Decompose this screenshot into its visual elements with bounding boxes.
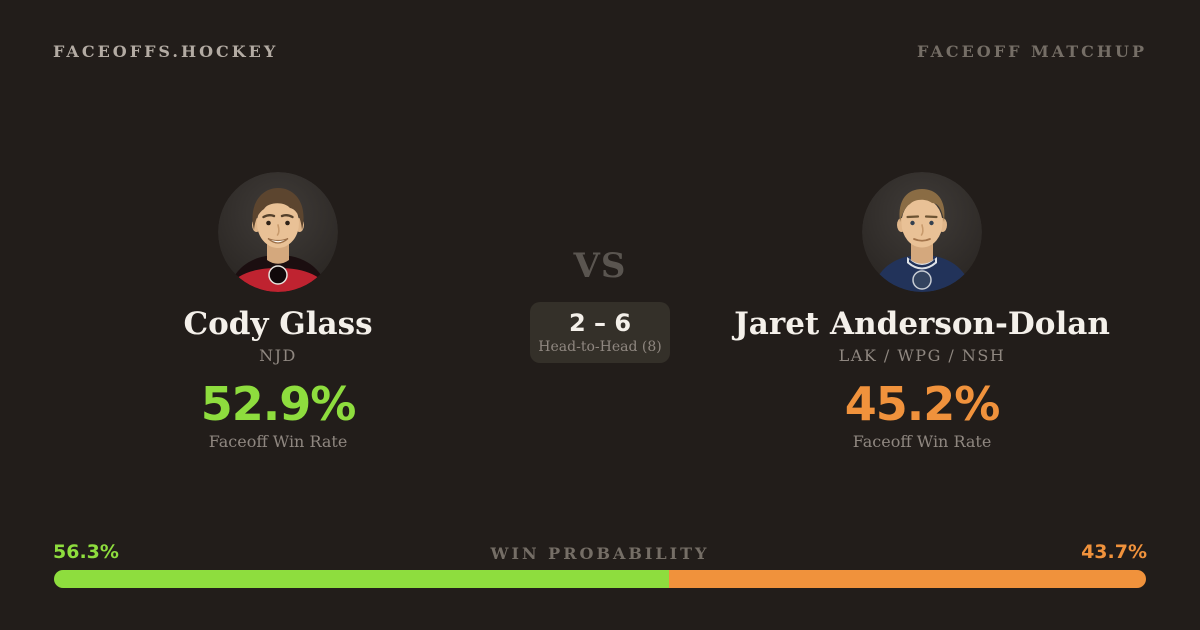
player-team-right: LAK / WPG / NSH (838, 346, 1006, 365)
player-name-left: Cody Glass (183, 306, 373, 342)
win-probability-left-value: 56.3% (53, 541, 119, 563)
brand-logo: FACEOFFS.HOCKEY (53, 42, 279, 61)
win-probability-right-value: 43.7% (1081, 541, 1147, 563)
player-card-left: Cody Glass NJD 52.9% Faceoff Win Rate (78, 172, 478, 452)
player-card-right: Jaret Anderson-Dolan LAK / WPG / NSH 45.… (722, 172, 1122, 452)
player-photo-right (862, 172, 982, 292)
faceoff-win-rate-right: 45.2% (844, 377, 1001, 431)
head-to-head-score: 2 – 6 (568, 309, 632, 337)
win-probability-bar (54, 570, 1146, 588)
faceoff-win-rate-left: 52.9% (200, 377, 357, 431)
vs-label: VS (573, 246, 627, 286)
head-to-head-box: 2 – 6 Head-to-Head (8) (530, 302, 670, 363)
win-probability-title: WIN PROBABILITY (490, 544, 710, 563)
faceoff-win-rate-label-right: Faceoff Win Rate (852, 432, 992, 451)
player-name-right: Jaret Anderson-Dolan (734, 306, 1110, 342)
header-matchup-label: FACEOFF MATCHUP (917, 42, 1147, 61)
win-probability-bar-right-segment (668, 570, 1146, 588)
head-to-head-label: Head-to-Head (8) (538, 339, 662, 355)
player-team-left: NJD (259, 346, 297, 365)
faceoff-win-rate-label-left: Faceoff Win Rate (208, 432, 348, 451)
matchup-center: VS 2 – 6 Head-to-Head (8) (400, 248, 800, 363)
player-photo-left (218, 172, 338, 292)
win-probability-bar-left-segment (54, 570, 669, 588)
